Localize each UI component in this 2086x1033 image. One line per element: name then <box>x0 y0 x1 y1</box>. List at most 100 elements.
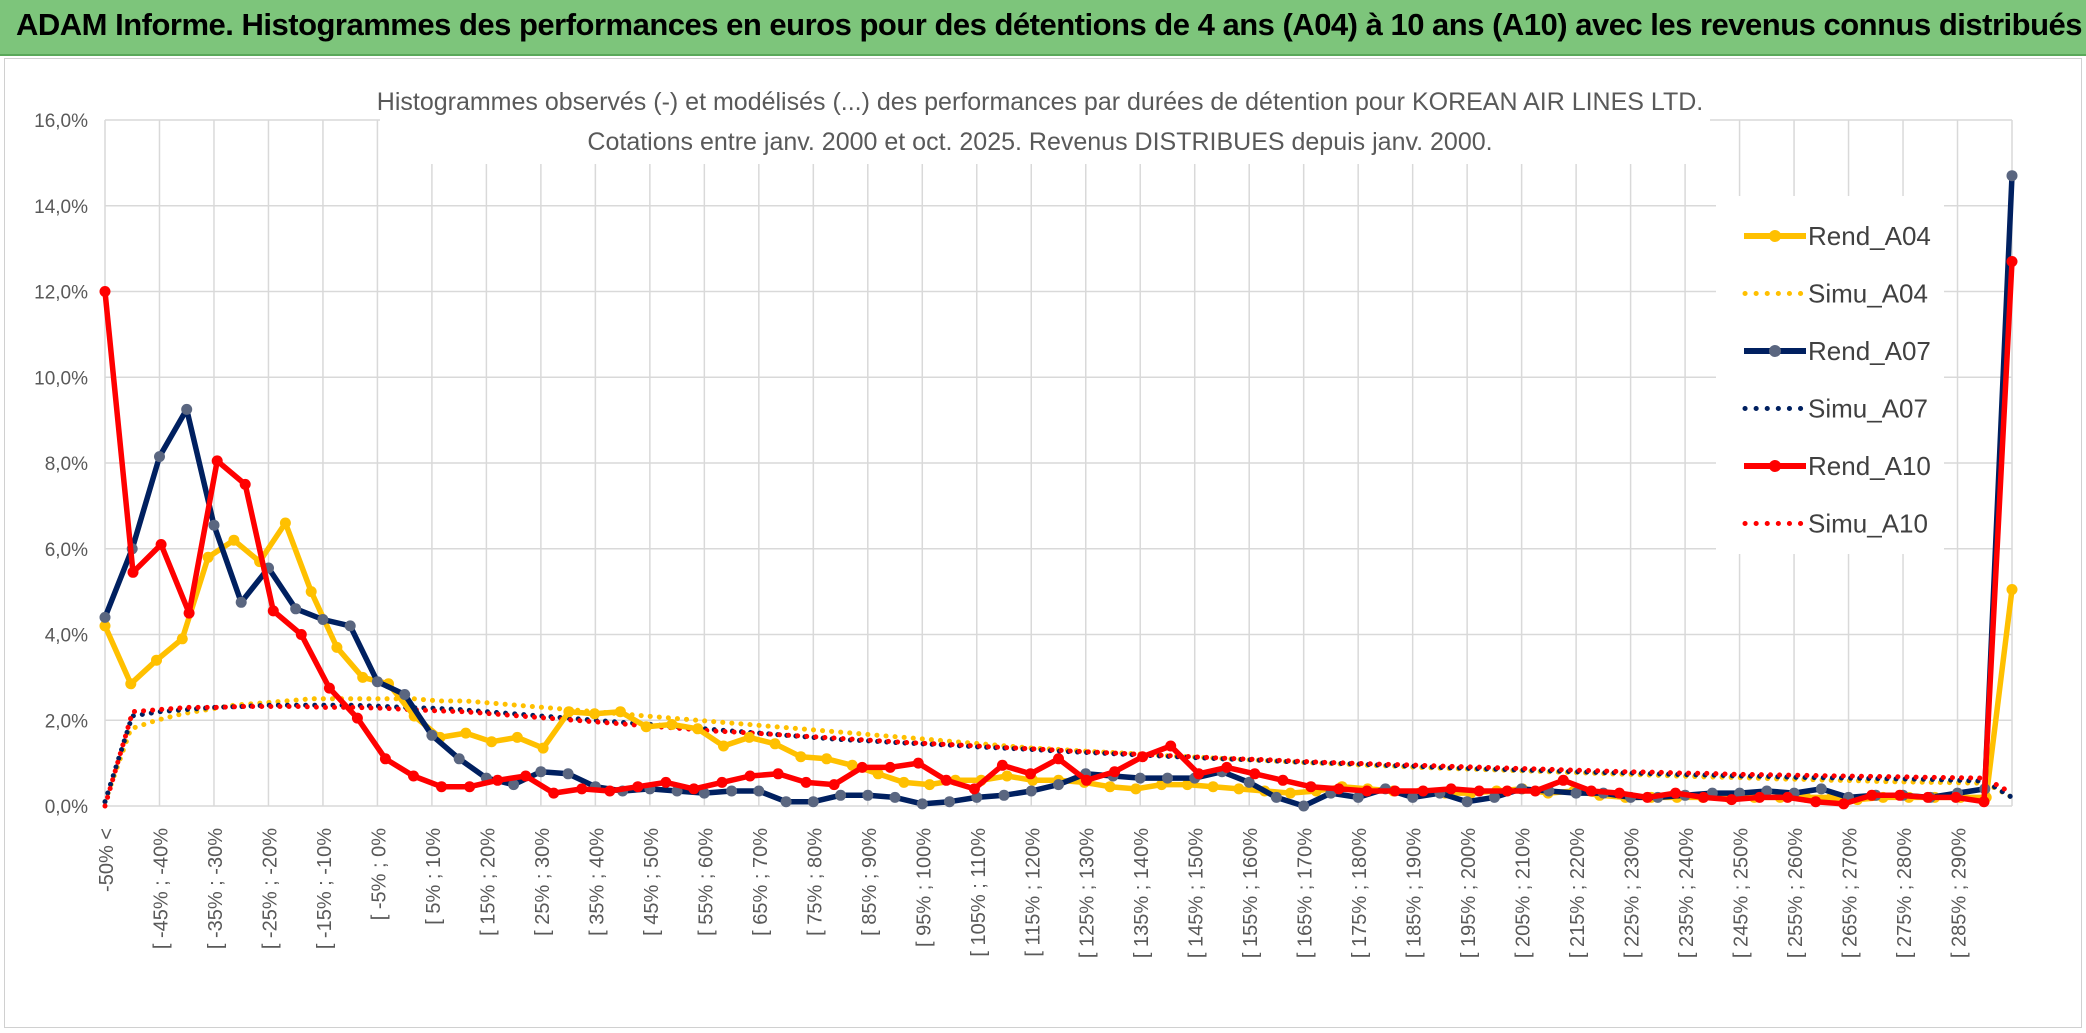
data-point-rend-a10 <box>828 779 840 791</box>
chart-title: Histogrammes observés (-) et modélisés (… <box>377 88 1703 116</box>
data-point-rend-a10 <box>1810 796 1822 808</box>
data-point-rend-a10 <box>1473 785 1485 797</box>
y-tick-label: 16,0% <box>34 111 88 132</box>
data-point-rend-a07 <box>181 403 193 415</box>
data-point-rend-a10 <box>1978 796 1990 808</box>
legend-label-rend-a10: Rend_A10 <box>1808 451 1931 481</box>
data-point-rend-a10 <box>1557 774 1569 786</box>
data-point-rend-a04 <box>692 723 704 735</box>
data-point-rend-a10 <box>183 607 195 619</box>
data-point-rend-a04 <box>2006 584 2018 595</box>
data-point-rend-a10 <box>1137 751 1149 763</box>
data-point-rend-a07 <box>1243 776 1255 788</box>
data-point-rend-a10 <box>520 770 532 782</box>
data-point-rend-a07 <box>807 796 819 808</box>
data-point-rend-a07 <box>1734 787 1746 799</box>
x-tick-label: [ -45% ; -40% <box>150 828 172 949</box>
data-point-rend-a10 <box>548 787 560 799</box>
data-point-rend-a04 <box>563 706 575 718</box>
data-point-rend-a10 <box>1389 785 1401 797</box>
data-point-rend-a07 <box>535 766 547 778</box>
y-tick-label: 12,0% <box>34 283 88 304</box>
y-tick-label: 6,0% <box>45 540 88 561</box>
data-point-rend-a10 <box>323 682 335 694</box>
y-tick-label: 4,0% <box>45 626 88 647</box>
data-point-rend-a04 <box>872 768 884 780</box>
data-point-rend-a07 <box>562 768 574 780</box>
data-point-rend-a04 <box>1207 781 1219 793</box>
data-point-rend-a10 <box>1165 740 1177 752</box>
data-point-rend-a04 <box>743 731 755 743</box>
data-point-rend-a10 <box>2006 256 2018 267</box>
data-point-rend-a04 <box>486 736 498 748</box>
data-point-rend-a07 <box>426 729 438 741</box>
x-tick-label: [ 15% ; 20% <box>477 828 499 936</box>
data-point-rend-a07 <box>1461 796 1473 808</box>
x-tick-label: [ 105% ; 110% <box>968 828 990 957</box>
x-tick-label: [ 165% ; 170% <box>1295 828 1317 958</box>
data-point-rend-a04 <box>718 740 729 752</box>
data-point-rend-a10 <box>1053 753 1064 765</box>
data-point-rend-a10 <box>1922 791 1934 803</box>
y-tick-label: 10,0% <box>34 368 88 389</box>
x-tick-label: [ 275% ; 280% <box>1894 828 1916 958</box>
data-point-rend-a10 <box>660 776 672 788</box>
x-tick-label: [ 215% ; 220% <box>1567 828 1589 958</box>
chart-title-background <box>380 86 1710 164</box>
x-tick-label: [ 195% ; 200% <box>1458 828 1480 958</box>
data-point-rend-a07 <box>753 785 765 797</box>
data-point-rend-a07 <box>1270 791 1282 803</box>
legend-label-rend-a04: Rend_A04 <box>1808 221 1931 251</box>
x-tick-label: [ 135% ; 140% <box>1131 828 1153 958</box>
x-tick-label: [ -25% ; -20% <box>259 828 281 949</box>
chart-subtitle: Cotations entre janv. 2000 et oct. 2025.… <box>587 128 1492 156</box>
x-tick-label: [ 25% ; 30% <box>532 828 554 936</box>
chart-series <box>99 170 2018 812</box>
data-point-rend-a10 <box>604 785 616 797</box>
y-tick-label: 2,0% <box>45 711 88 732</box>
data-point-rend-a04 <box>589 708 601 720</box>
data-point-rend-a07 <box>944 796 955 808</box>
data-point-rend-a10 <box>1782 791 1794 803</box>
data-point-rend-a04 <box>357 671 369 683</box>
data-point-rend-a10 <box>856 761 868 773</box>
data-point-rend-a07 <box>698 787 710 799</box>
data-point-rend-a04 <box>1181 779 1193 791</box>
data-point-rend-a04 <box>666 719 678 730</box>
data-point-rend-a07 <box>371 676 383 688</box>
data-point-rend-a10 <box>1754 791 1766 803</box>
data-point-rend-a04 <box>125 678 137 690</box>
data-point-rend-a04 <box>228 534 240 546</box>
data-point-rend-a07 <box>399 689 411 700</box>
x-tick-label: [ 255% ; 260% <box>1785 828 1807 958</box>
data-point-rend-a10 <box>576 783 588 795</box>
x-tick-label: [ 205% ; 210% <box>1513 828 1535 958</box>
x-tick-label: [ 85% ; 90% <box>859 828 881 936</box>
data-point-rend-a10 <box>239 478 251 490</box>
data-point-rend-a10 <box>379 753 391 765</box>
data-point-rend-a07 <box>835 789 847 801</box>
data-point-rend-a10 <box>1950 791 1962 803</box>
data-point-rend-a07 <box>1053 779 1064 791</box>
data-point-rend-a07 <box>154 451 165 463</box>
data-point-rend-a10 <box>436 781 447 793</box>
x-axis-ticks: -50% < [ -45% ; -40% [ -35% ; -30% [ -25% ;… <box>96 828 1971 958</box>
data-point-rend-a10 <box>1081 774 1092 786</box>
data-point-rend-a10 <box>800 776 812 788</box>
data-point-rend-a10 <box>351 712 363 724</box>
data-point-rend-a07 <box>235 596 247 608</box>
x-tick-label: [ 45% ; 50% <box>641 828 663 936</box>
data-point-rend-a10 <box>1361 785 1373 797</box>
data-point-rend-a04 <box>305 586 317 598</box>
data-point-rend-a07 <box>1025 785 1037 797</box>
data-point-rend-a07 <box>726 785 738 797</box>
x-tick-label: [ 175% ; 180% <box>1349 828 1371 958</box>
data-point-rend-a07 <box>916 798 928 810</box>
data-point-rend-a04 <box>176 633 188 645</box>
data-point-rend-a10 <box>295 629 307 640</box>
data-point-rend-a07 <box>1570 787 1582 799</box>
data-point-rend-a07 <box>780 796 792 808</box>
data-point-rend-a07 <box>99 611 111 623</box>
data-point-rend-a10 <box>940 774 952 786</box>
